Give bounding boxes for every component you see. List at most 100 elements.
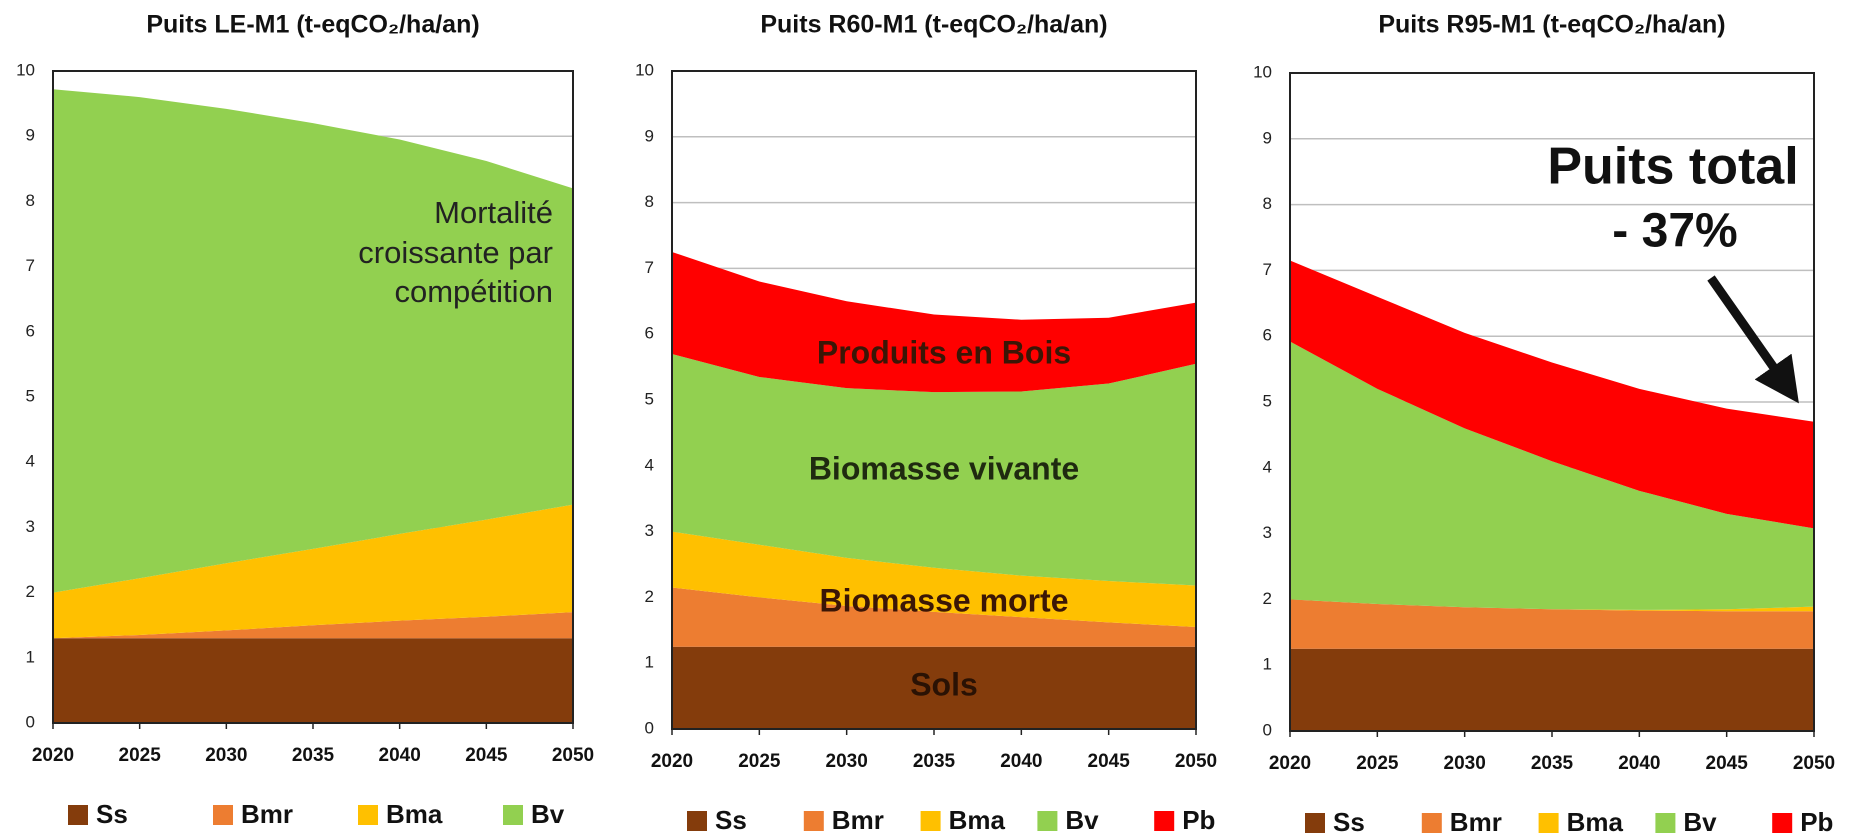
y-tick-label: 3 (26, 517, 35, 536)
area (672, 353, 1196, 586)
y-tick-label: 6 (645, 324, 654, 343)
legend-label: Pb (1800, 807, 1833, 836)
legend-label: Bmr (832, 805, 884, 835)
area (53, 504, 573, 639)
legend-label: Ss (1333, 807, 1365, 836)
y-tick-label: 4 (1263, 457, 1272, 476)
x-tick-label: 2035 (1531, 753, 1574, 774)
y-tick-label: 10 (16, 60, 35, 79)
y-tick-label: 1 (1263, 655, 1272, 674)
x-tick-label: 2035 (913, 751, 956, 772)
legend-label: Ss (96, 799, 128, 829)
annotation: croissante par (358, 235, 553, 270)
y-tick-label: 8 (26, 191, 35, 210)
legend-swatch (1655, 813, 1676, 833)
x-tick-label: 2045 (1088, 751, 1131, 772)
x-tick-label: 2030 (826, 751, 868, 772)
x-tick-label: 2040 (1000, 751, 1042, 772)
legend-label: Bma (386, 799, 443, 829)
legend-swatch (1037, 811, 1058, 831)
x-tick-label: 2030 (1444, 753, 1486, 774)
legend-label: Bma (949, 805, 1006, 835)
area (53, 638, 573, 723)
y-tick-label: 0 (645, 718, 654, 737)
legend-swatch (213, 805, 233, 825)
legend-swatch (1305, 813, 1325, 833)
x-tick-label: 2025 (738, 751, 781, 772)
x-tick-label: 2020 (1269, 753, 1311, 774)
annotation: Produits en Bois (817, 334, 1071, 370)
x-tick-label: 2035 (292, 745, 335, 766)
y-tick-label: 6 (26, 321, 35, 340)
chart-title: Puits LE-M1 (t-eqCO₂/ha/an) (146, 11, 479, 39)
legend-label: Bv (1683, 807, 1717, 836)
y-tick-label: 0 (26, 712, 35, 731)
legend-swatch (1772, 813, 1793, 833)
legend-label: Bmr (1450, 807, 1502, 836)
annotation: - 37% (1612, 205, 1737, 258)
y-tick-label: 8 (1263, 194, 1272, 213)
x-tick-label: 2045 (465, 745, 508, 766)
annotation: Sols (910, 666, 978, 702)
legend-label: Bma (1567, 807, 1624, 836)
legend-label: Pb (1182, 805, 1215, 835)
x-tick-label: 2025 (119, 745, 162, 766)
area (672, 531, 1196, 628)
area (1290, 599, 1814, 612)
y-tick-label: 6 (1263, 326, 1272, 345)
y-tick-label: 5 (645, 389, 654, 408)
y-tick-label: 2 (645, 587, 654, 606)
area (1290, 341, 1814, 610)
y-tick-label: 7 (1263, 260, 1272, 279)
y-tick-label: 2 (26, 582, 35, 601)
annotation: Puits total (1547, 138, 1798, 196)
x-tick-label: 2050 (552, 745, 594, 766)
y-tick-label: 10 (1253, 62, 1272, 81)
x-tick-label: 2045 (1706, 753, 1749, 774)
area (672, 251, 1196, 393)
y-tick-label: 10 (635, 60, 654, 79)
y-tick-label: 1 (645, 653, 654, 672)
annotation: Biomasse morte (820, 582, 1069, 618)
legend-swatch (803, 811, 824, 831)
legend-label: Bv (1065, 805, 1099, 835)
area (1290, 260, 1814, 529)
legend-label: Bv (531, 799, 565, 829)
y-tick-label: 5 (1263, 391, 1272, 410)
y-tick-label: 9 (26, 126, 35, 145)
legend-swatch (503, 805, 523, 825)
y-tick-label: 0 (1263, 720, 1272, 739)
area (672, 587, 1196, 647)
y-tick-label: 9 (1263, 128, 1272, 147)
legend-label: Ss (715, 805, 747, 835)
y-tick-label: 7 (26, 256, 35, 275)
x-tick-label: 2025 (1356, 753, 1399, 774)
chart-title: Puits R95-M1 (t-eqCO₂/ha/an) (1378, 11, 1725, 39)
x-tick-label: 2040 (379, 745, 421, 766)
y-tick-label: 9 (645, 126, 654, 145)
y-tick-label: 3 (1263, 523, 1272, 542)
chart-title: Puits R60-M1 (t-eqCO₂/ha/an) (760, 11, 1107, 39)
y-tick-label: 5 (26, 386, 35, 405)
annotation: compétition (394, 274, 553, 309)
area (1290, 599, 1814, 649)
x-tick-label: 2040 (1618, 753, 1660, 774)
legend-swatch (920, 811, 941, 831)
y-tick-label: 4 (26, 452, 35, 471)
x-tick-label: 2020 (32, 745, 74, 766)
legend-label: Bmr (241, 799, 293, 829)
legend-swatch (358, 805, 378, 825)
legend-swatch (1154, 811, 1175, 831)
arrow (1707, 275, 1799, 404)
x-tick-label: 2020 (651, 751, 693, 772)
y-tick-label: 3 (645, 521, 654, 540)
x-tick-label: 2050 (1793, 753, 1835, 774)
y-tick-label: 4 (645, 455, 654, 474)
area (672, 646, 1196, 729)
area (1290, 648, 1814, 731)
y-tick-label: 2 (1263, 589, 1272, 608)
y-tick-label: 7 (645, 258, 654, 277)
legend-swatch (1421, 813, 1442, 833)
annotation: Biomasse vivante (809, 450, 1079, 486)
